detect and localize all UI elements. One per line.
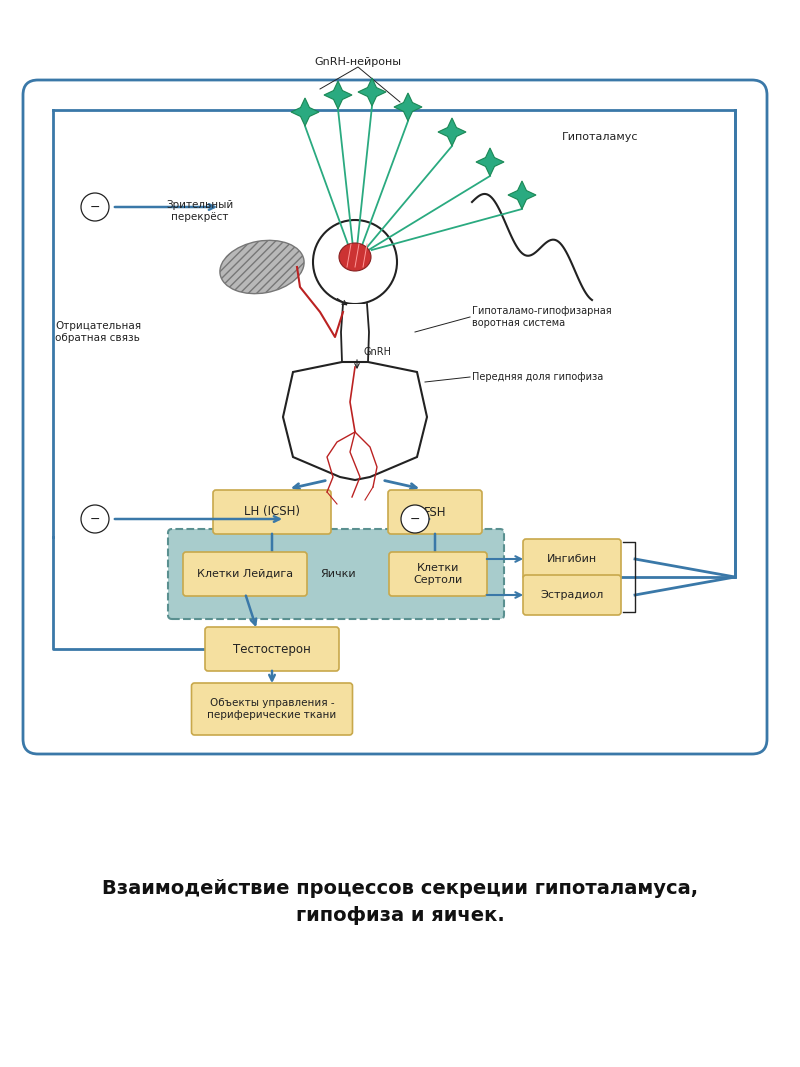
Polygon shape: [341, 304, 369, 362]
Text: FSH: FSH: [424, 506, 446, 519]
Ellipse shape: [339, 243, 371, 271]
Polygon shape: [508, 181, 536, 209]
Text: Яички: Яички: [320, 569, 356, 579]
Text: Взаимодействие процессов секреции гипоталамуса,
гипофиза и яичек.: Взаимодействие процессов секреции гипота…: [102, 879, 698, 925]
Circle shape: [81, 193, 109, 221]
Polygon shape: [291, 98, 319, 126]
Polygon shape: [394, 93, 422, 121]
FancyBboxPatch shape: [389, 552, 487, 596]
FancyBboxPatch shape: [523, 575, 621, 615]
FancyBboxPatch shape: [388, 490, 482, 534]
Text: Отрицательная
обратная связь: Отрицательная обратная связь: [55, 321, 141, 343]
FancyBboxPatch shape: [523, 539, 621, 579]
Text: GnRH-нейроны: GnRH-нейроны: [314, 57, 402, 67]
Ellipse shape: [220, 240, 304, 293]
Text: Гипоталамо-гипофизарная
воротная система: Гипоталамо-гипофизарная воротная система: [472, 306, 612, 328]
Text: Ингибин: Ингибин: [547, 554, 597, 564]
Text: GnRH: GnRH: [363, 347, 391, 357]
Polygon shape: [438, 118, 466, 146]
Text: Гипоталамус: Гипоталамус: [562, 132, 638, 142]
Text: Клетки
Сертоли: Клетки Сертоли: [414, 563, 462, 585]
Text: Передняя доля гипофиза: Передняя доля гипофиза: [472, 372, 603, 382]
Polygon shape: [324, 81, 352, 109]
Text: Зрительный
перекрёст: Зрительный перекрёст: [166, 201, 234, 222]
Polygon shape: [358, 78, 386, 106]
Text: Эстрадиол: Эстрадиол: [540, 590, 604, 600]
Circle shape: [313, 220, 397, 304]
Text: Объекты управления -
периферические ткани: Объекты управления - периферические ткан…: [207, 698, 337, 720]
Text: −: −: [90, 512, 100, 526]
FancyBboxPatch shape: [213, 490, 331, 534]
FancyBboxPatch shape: [191, 683, 353, 735]
Text: Клетки Лейдига: Клетки Лейдига: [197, 569, 293, 579]
FancyBboxPatch shape: [168, 529, 504, 619]
Circle shape: [81, 505, 109, 534]
Text: LH (ICSH): LH (ICSH): [244, 506, 300, 519]
Text: −: −: [90, 201, 100, 213]
Text: Тестостерон: Тестостерон: [233, 642, 311, 655]
Circle shape: [401, 505, 429, 534]
FancyBboxPatch shape: [205, 627, 339, 671]
Text: −: −: [410, 512, 420, 526]
FancyBboxPatch shape: [183, 552, 307, 596]
Polygon shape: [283, 362, 427, 480]
Polygon shape: [476, 148, 504, 176]
